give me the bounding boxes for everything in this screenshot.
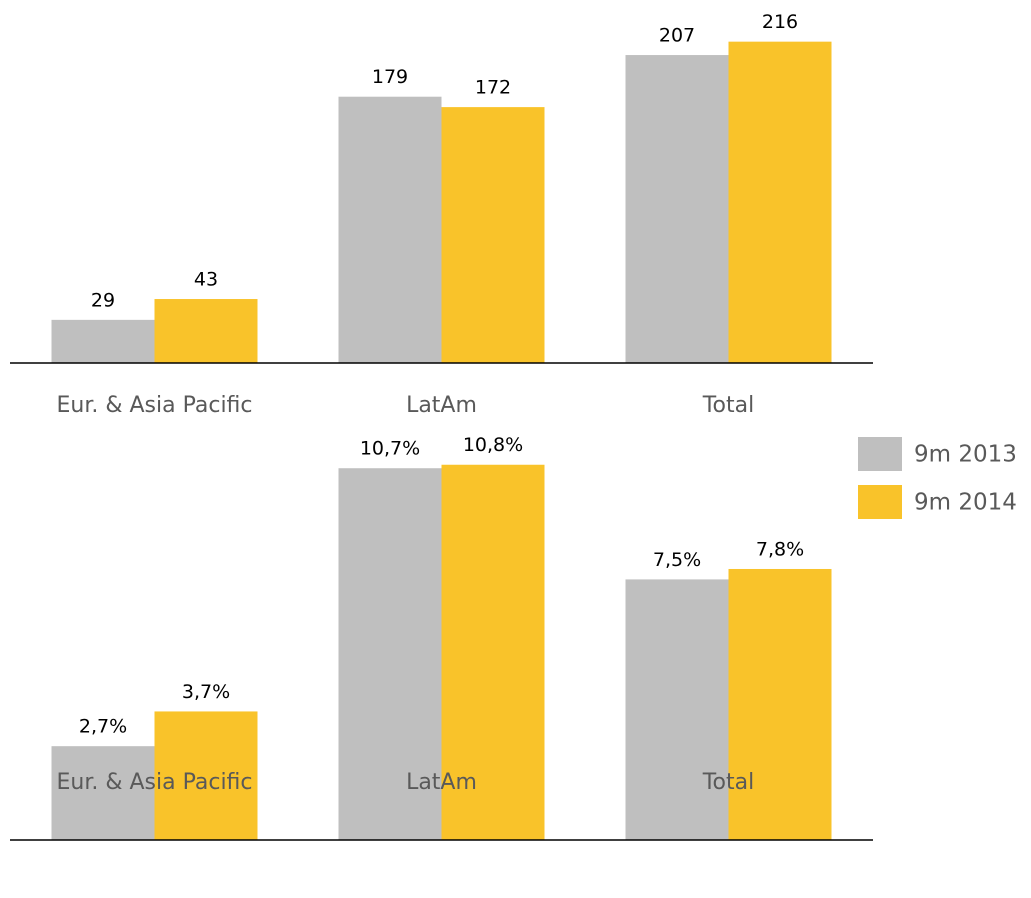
x-tick-label: LatAm [406, 770, 477, 795]
x-tick-label: LatAm [406, 393, 477, 418]
bar [728, 568, 832, 840]
bar [625, 55, 729, 364]
value-label: 10,7% [360, 438, 420, 460]
value-label: 2,7% [79, 716, 127, 738]
value-label: 7,8% [756, 538, 804, 560]
legend-label: 9m 2014 [914, 490, 1017, 516]
value-label: 29 [91, 289, 115, 311]
value-label: 207 [659, 25, 695, 47]
bar [154, 711, 258, 840]
value-label: 172 [475, 77, 511, 99]
value-label: 43 [194, 269, 218, 291]
value-label: 179 [372, 66, 408, 88]
bar [338, 468, 442, 840]
x-tick-label: Eur. & Asia Pacific [56, 393, 252, 418]
legend-swatch [858, 485, 902, 519]
x-tick-label: Eur. & Asia Pacific [56, 770, 252, 795]
value-label: 7,5% [653, 549, 701, 571]
bar [154, 299, 258, 363]
x-tick-label: Total [702, 770, 754, 795]
value-label: 10,8% [463, 434, 523, 456]
bar [338, 96, 442, 364]
bar [441, 464, 545, 840]
bar [625, 579, 729, 840]
bar [441, 107, 545, 364]
legend-label: 9m 2013 [914, 442, 1017, 468]
bar [51, 746, 155, 840]
bar [51, 319, 155, 363]
legend-swatch [858, 437, 902, 471]
x-tick-label: Total [702, 393, 754, 418]
value-label: 3,7% [182, 681, 230, 703]
value-label: 216 [762, 11, 798, 33]
bar [728, 41, 832, 364]
